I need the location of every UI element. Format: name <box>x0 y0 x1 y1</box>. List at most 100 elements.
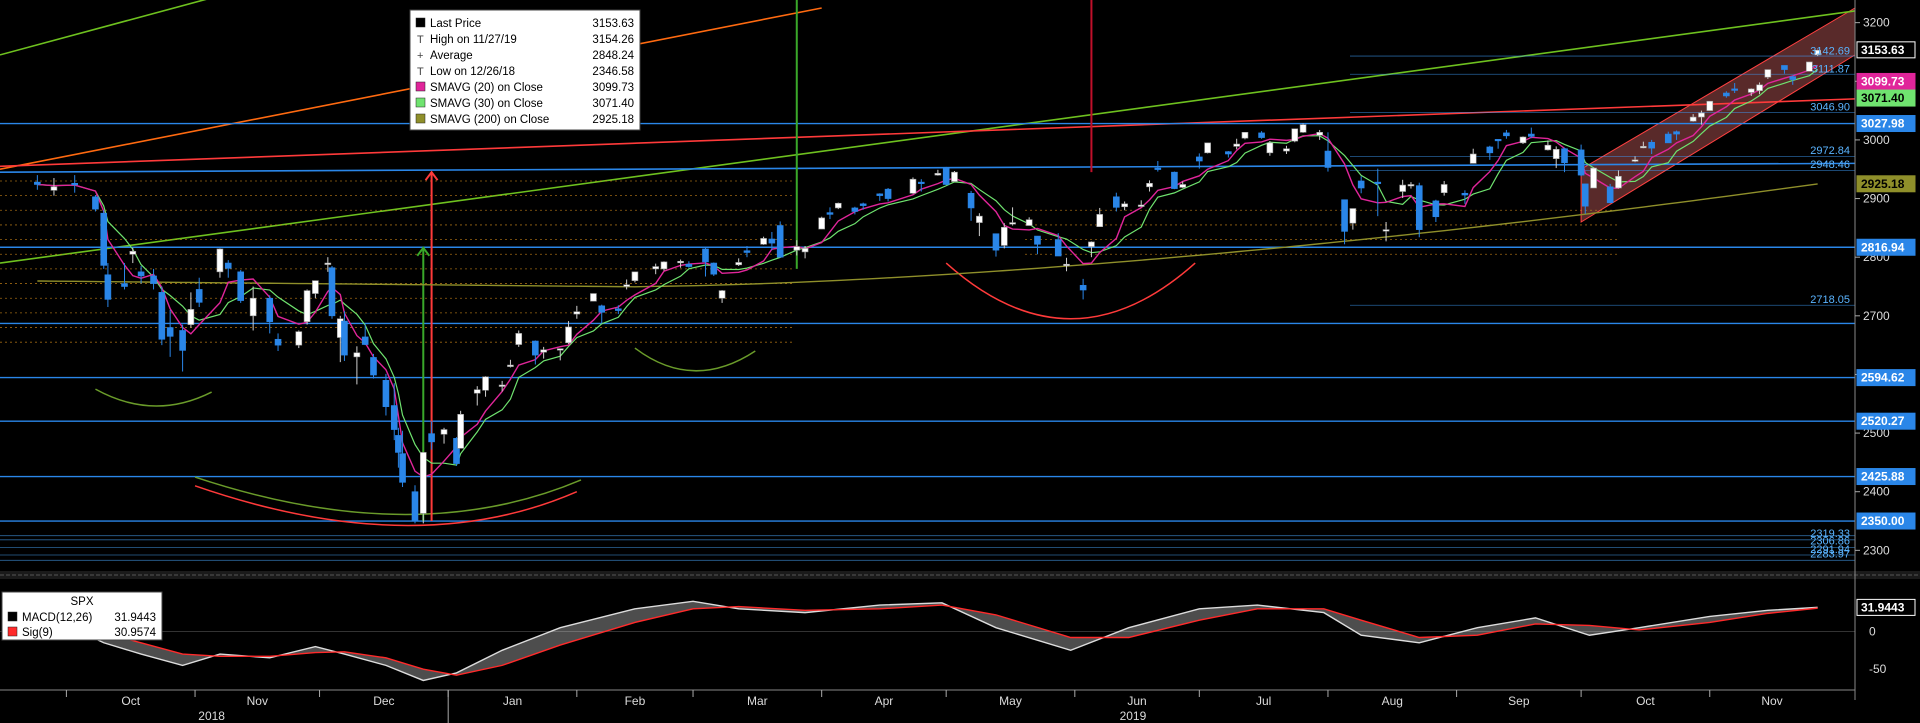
candle-body-42 <box>482 376 489 391</box>
legend-box <box>409 9 641 131</box>
macd-legend-title: SPX <box>70 596 93 608</box>
price-tag-label-1: 3099.73 <box>1861 74 1905 88</box>
signal-line <box>37 604 1818 676</box>
candle-body-36 <box>419 452 427 514</box>
macd-legend-swatch-0 <box>7 611 18 622</box>
price-tag-label-4: 2925.18 <box>1861 177 1905 191</box>
x-month-label-0: Oct <box>121 694 140 708</box>
candle-body-48 <box>556 348 564 351</box>
candle-body-61 <box>710 262 718 275</box>
candle-body-65 <box>760 238 767 245</box>
trendline-green-upper <box>0 0 207 56</box>
price-tag-2 <box>1856 89 1916 107</box>
candle-body-19 <box>266 297 274 322</box>
candle-body-130 <box>1544 144 1552 151</box>
candle-body-124 <box>1469 153 1477 164</box>
candle-body-59 <box>685 263 693 267</box>
candle-body-117 <box>1382 229 1390 232</box>
macd-last-tag-label: 31.9443 <box>1861 600 1905 614</box>
candle-body-107 <box>1266 142 1274 154</box>
legend-swatch-0 <box>415 17 426 28</box>
candle-body-2 <box>71 183 78 186</box>
candle-body-153 <box>1806 61 1813 72</box>
candle-body-5 <box>104 274 112 300</box>
candle-body-83 <box>976 215 983 223</box>
candle-body-145 <box>1706 100 1714 111</box>
candle-body-71 <box>826 212 834 215</box>
legend-value-2: 2848.24 <box>592 50 634 62</box>
candle-body-11 <box>166 327 174 337</box>
price-plot: 3142.69 3111.87 3046.90 2972.84 2948.46 2718.… <box>0 0 1856 561</box>
candle-body-105 <box>1241 131 1249 139</box>
trendline-red <box>0 98 1856 168</box>
price-tag-3 <box>1856 115 1916 133</box>
candle-body-50 <box>573 311 581 315</box>
candle-body-126 <box>1494 139 1502 142</box>
candle-body-66 <box>768 238 776 244</box>
price-tag-label-7: 2520.27 <box>1861 414 1905 428</box>
candle-body-0 <box>34 181 41 185</box>
candle-body-47 <box>540 349 547 353</box>
candle-body-32 <box>390 405 398 430</box>
legend-value-4: 3099.73 <box>592 82 634 94</box>
macd-legend-swatch-1 <box>7 626 18 637</box>
candle-body-87 <box>1025 219 1033 226</box>
trendline-green-lower <box>0 10 1856 264</box>
price-tag-6 <box>1856 369 1916 387</box>
x-month-label-1: Nov <box>247 694 268 708</box>
x-month-label-13: Nov <box>1761 694 1782 708</box>
y-tick-label-5: 2700 <box>1863 309 1890 323</box>
candle-body-49 <box>565 326 572 344</box>
candles <box>34 49 1821 524</box>
candle-body-28 <box>353 352 361 358</box>
candle-body-6 <box>121 283 128 287</box>
candle-body-68 <box>793 246 801 251</box>
candle-body-135 <box>1590 167 1597 189</box>
y-tick-label-9: 2300 <box>1863 543 1890 557</box>
candle-body-35 <box>411 491 419 521</box>
x-month-label-12: Oct <box>1636 694 1655 708</box>
candle-body-120 <box>1415 185 1423 230</box>
arrow-green-dec-head <box>416 246 431 257</box>
candle-body-95 <box>1121 203 1128 208</box>
y-tick-label-0: 3200 <box>1863 16 1890 30</box>
macd-legend-value-1: 30.9574 <box>114 627 156 639</box>
legend-label-4: SMAVG (20) on Close <box>430 82 543 94</box>
candle-body-112 <box>1324 150 1332 168</box>
x-month-label-8: Jun <box>1127 694 1146 708</box>
legend: Last Price 3153.63 T High on 11/27/19 3154.2… <box>1 9 641 641</box>
arc-dec-green <box>194 476 582 516</box>
candle-body-141 <box>1664 133 1672 144</box>
candle-body-55 <box>631 271 639 281</box>
legend-value-6: 2925.18 <box>592 114 634 126</box>
candle-body-9 <box>150 275 157 284</box>
candle-body-69 <box>801 248 809 253</box>
candle-body-78 <box>917 181 925 184</box>
price-tag-label-6: 2594.62 <box>1861 371 1905 385</box>
candle-body-27 <box>341 320 348 356</box>
candle-body-125 <box>1486 146 1494 154</box>
candle-body-150 <box>1764 69 1772 78</box>
candle-body-139 <box>1640 146 1647 149</box>
candle-body-62 <box>718 290 726 299</box>
x-month-label-11: Sep <box>1508 694 1530 708</box>
candle-body-67 <box>776 225 784 258</box>
candle-body-22 <box>303 290 311 322</box>
legend-marker-3: T <box>417 66 424 78</box>
candle-body-104 <box>1233 143 1240 147</box>
candle-body-111 <box>1316 131 1323 136</box>
legend-swatch-5 <box>415 97 426 108</box>
macd-last-tag <box>1856 598 1916 616</box>
candle-body-108 <box>1283 148 1290 152</box>
legend-value-3: 2346.58 <box>592 66 634 78</box>
candle-body-38 <box>440 429 448 435</box>
candle-body-25 <box>328 267 336 317</box>
candle-body-30 <box>370 357 377 376</box>
candle-body-152 <box>1789 76 1797 80</box>
candle-body-80 <box>942 167 950 185</box>
x-month-label-10: Aug <box>1382 694 1403 708</box>
candle-body-114 <box>1349 208 1357 224</box>
candle-body-56 <box>652 266 659 270</box>
price-tag-label-8: 2425.88 <box>1861 470 1905 484</box>
